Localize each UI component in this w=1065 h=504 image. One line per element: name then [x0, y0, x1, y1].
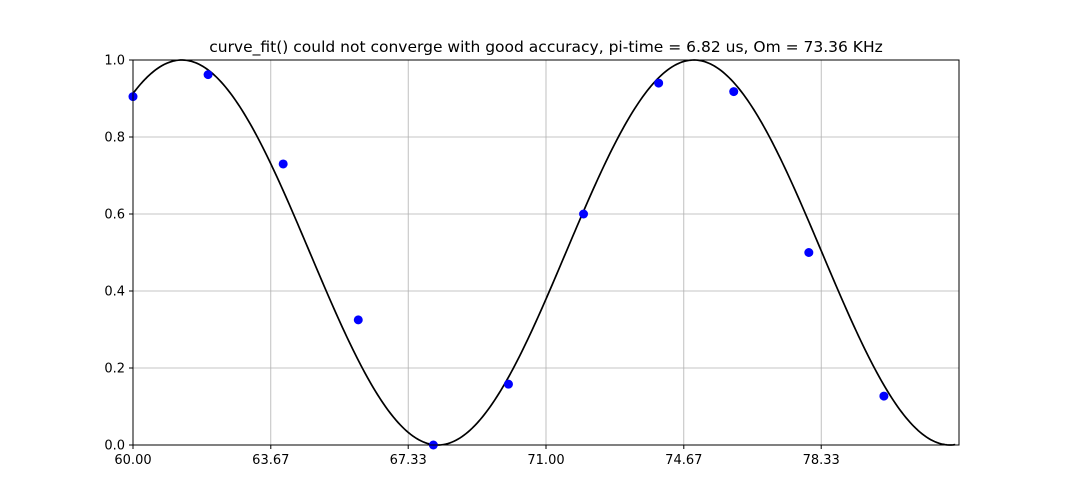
x-tick-label: 60.00 — [114, 453, 151, 468]
data-point — [278, 159, 288, 169]
data-point — [203, 70, 213, 80]
fit-curve-layer — [133, 59, 956, 446]
x-tick-label: 71.00 — [527, 453, 564, 468]
fit-curve-line — [133, 59, 956, 446]
x-tick-label: 74.67 — [665, 453, 702, 468]
data-point — [729, 87, 739, 97]
tick-labels: 60.00 63.67 67.33 71.00 74.67 78.33 0.0 0.2 0.4 0… — [104, 54, 840, 469]
y-tick-label: 0.4 — [104, 285, 125, 300]
data-point — [353, 315, 363, 325]
data-point — [579, 209, 589, 219]
y-tick-label: 0.2 — [104, 362, 125, 377]
x-tick-label: 63.67 — [252, 453, 289, 468]
data-point — [654, 78, 664, 88]
data-point — [503, 379, 513, 389]
data-points-layer — [128, 70, 889, 450]
y-tick-label: 0.6 — [104, 208, 125, 223]
y-tick-label: 0.8 — [104, 131, 125, 146]
chart-title: curve_fit() could not converge with good… — [209, 38, 883, 57]
y-tick-label: 1.0 — [104, 54, 125, 69]
axes — [129, 59, 960, 449]
x-tick-label: 67.33 — [390, 453, 427, 468]
y-tick-label: 0.0 — [104, 439, 125, 454]
x-tick-label: 78.33 — [803, 453, 840, 468]
data-point — [804, 248, 814, 257]
data-point — [879, 391, 889, 401]
